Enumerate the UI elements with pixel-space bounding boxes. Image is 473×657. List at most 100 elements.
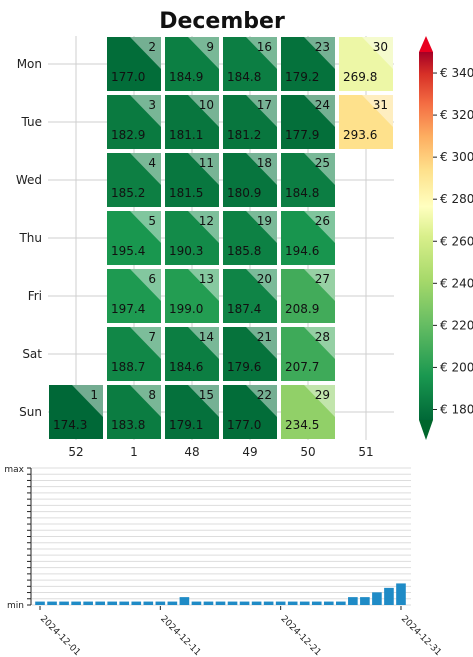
heatmap-cell: 4 185.2 xyxy=(107,153,161,207)
y-tick-max: max xyxy=(4,465,24,475)
cell-day: 7 xyxy=(148,330,156,344)
cell-day: 25 xyxy=(315,156,330,170)
cell-fill xyxy=(107,269,161,323)
cell-value: 179.2 xyxy=(285,70,319,84)
cell-fill xyxy=(223,327,277,381)
heatmap-cell: 29 234.5 xyxy=(281,385,335,439)
colorbar-gradient xyxy=(419,52,433,420)
bar xyxy=(251,601,262,605)
bar xyxy=(360,597,370,605)
cell-fill xyxy=(281,153,335,207)
cell-value: 184.8 xyxy=(285,186,319,200)
cell-value: 177.0 xyxy=(227,418,261,432)
heatmap-cell: 7 188.7 xyxy=(107,327,161,381)
bar xyxy=(239,601,250,605)
cell-corner xyxy=(304,95,335,127)
cell-fill xyxy=(281,37,335,91)
bar xyxy=(215,601,226,605)
bar-y-ticks: max min xyxy=(4,465,24,611)
heatmap-cell: 26 194.6 xyxy=(281,211,335,265)
cell-fill xyxy=(223,269,277,323)
cell-corner xyxy=(304,327,335,359)
heatmap-cell: 16 184.8 xyxy=(223,37,277,91)
cell-corner xyxy=(188,385,219,417)
bar xyxy=(47,601,57,605)
cell-day: 26 xyxy=(315,214,330,228)
cell-corner xyxy=(246,327,277,359)
colorbar-tick-label: € 300 xyxy=(440,150,473,164)
cell-day: 11 xyxy=(199,156,214,170)
cell-corner xyxy=(130,153,161,185)
heatmap-cell: 18 180.9 xyxy=(223,153,277,207)
bar xyxy=(384,587,394,605)
colorbar-min-arrow xyxy=(419,420,433,440)
bar-x-tick-label: 2024-12-01 xyxy=(38,614,82,657)
heatmap-cell: 30 269.8 xyxy=(339,37,393,91)
cell-corner xyxy=(246,269,277,301)
cell-day: 15 xyxy=(199,388,214,402)
column-label: 51 xyxy=(358,445,373,459)
cell-day: 28 xyxy=(315,330,330,344)
cell-day: 2 xyxy=(148,40,156,54)
cell-day: 23 xyxy=(315,40,330,54)
cell-fill xyxy=(281,95,335,149)
bar-x-tick-label: 2024-12-31 xyxy=(399,614,443,657)
cell-value: 184.9 xyxy=(169,70,203,84)
cell-value: 208.9 xyxy=(285,302,319,316)
heatmap-cell: 27 208.9 xyxy=(281,269,335,323)
cell-value: 184.6 xyxy=(169,360,203,374)
bar xyxy=(59,601,69,605)
colorbar-tick-label: € 340 xyxy=(440,66,473,80)
bar xyxy=(336,601,346,605)
bar xyxy=(323,601,334,605)
cell-fill xyxy=(281,269,335,323)
cell-fill xyxy=(165,327,219,381)
cell-day: 6 xyxy=(148,272,156,286)
cell-value: 179.1 xyxy=(169,418,203,432)
bar-x-tick-label: 2024-12-21 xyxy=(279,614,323,657)
heatmap-cell: 17 181.2 xyxy=(223,95,277,149)
bar xyxy=(299,601,310,605)
bar xyxy=(119,601,130,605)
cell-corner xyxy=(246,95,277,127)
cell-day: 19 xyxy=(257,214,272,228)
bar xyxy=(143,601,154,605)
column-label: 49 xyxy=(242,445,257,459)
cell-day: 31 xyxy=(373,98,388,112)
cell-day: 8 xyxy=(148,388,156,402)
cell-day: 16 xyxy=(257,40,272,54)
heatmap-cell: 25 184.8 xyxy=(281,153,335,207)
bar xyxy=(35,601,45,605)
cell-corner xyxy=(362,95,393,127)
cell-value: 293.6 xyxy=(343,128,377,142)
cell-value: 181.2 xyxy=(227,128,261,142)
cell-day: 10 xyxy=(199,98,214,112)
colorbar xyxy=(419,36,433,440)
row-label: Sun xyxy=(19,405,42,419)
heatmap-cell: 3 182.9 xyxy=(107,95,161,149)
heatmap-cell: 5 195.4 xyxy=(107,211,161,265)
bar xyxy=(227,601,238,605)
bar-marks xyxy=(35,583,406,605)
cell-fill xyxy=(165,153,219,207)
cell-corner xyxy=(188,95,219,127)
bar xyxy=(372,592,382,605)
bar xyxy=(396,583,406,605)
cell-fill xyxy=(223,153,277,207)
cell-corner xyxy=(188,37,219,69)
cell-value: 185.8 xyxy=(227,244,261,258)
cell-value: 183.8 xyxy=(111,418,145,432)
cell-day: 27 xyxy=(315,272,330,286)
colorbar-tick-label: € 200 xyxy=(440,360,473,374)
bar xyxy=(191,601,202,605)
cell-corner xyxy=(246,37,277,69)
cell-corner xyxy=(130,269,161,301)
heatmap-cell: 15 179.1 xyxy=(165,385,219,439)
cell-fill xyxy=(223,211,277,265)
row-labels: Mon Tue Wed Thu Fri Sat Sun xyxy=(16,57,42,419)
row-label: Mon xyxy=(17,57,42,71)
bar xyxy=(179,597,190,605)
cell-corner xyxy=(246,385,277,417)
column-label: 1 xyxy=(130,445,138,459)
heatmap-cell: 20 187.4 xyxy=(223,269,277,323)
